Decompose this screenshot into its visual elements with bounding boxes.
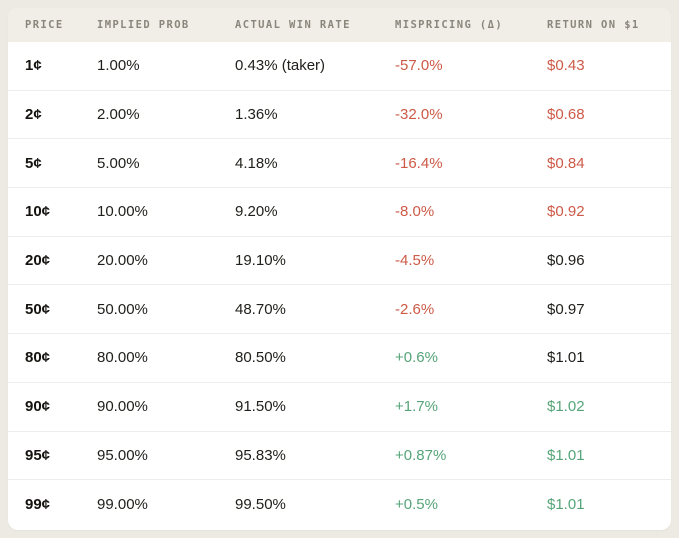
cell-implied-prob: 50.00% — [97, 300, 148, 318]
cell-actual-win-rate: 1.36% — [235, 106, 278, 124]
cell-mispricing: -8.0% — [395, 203, 435, 221]
cell-mispricing: +1.7% — [395, 398, 438, 416]
cell-actual-win-rate: 4.18% — [235, 154, 278, 172]
cell-mispricing: -32.0% — [395, 106, 443, 124]
column-header-mispricing: MISPRICING (Δ) — [395, 19, 504, 31]
cell-implied-prob: 2.00% — [97, 106, 140, 124]
cell-price: 20¢ — [25, 252, 51, 270]
table-row: 80¢ 80.00% 80.50% +0.6% $1.01 — [8, 334, 671, 383]
cell-price: 2¢ — [25, 106, 42, 124]
cell-price: 90¢ — [25, 398, 51, 416]
cell-actual-win-rate: 19.10% — [235, 252, 286, 270]
cell-mispricing: +0.6% — [395, 349, 438, 367]
cell-mispricing: +0.87% — [395, 446, 447, 464]
cell-implied-prob: 20.00% — [97, 252, 148, 270]
table-row: 2¢ 2.00% 1.36% -32.0% $0.68 — [8, 91, 671, 140]
cell-implied-prob: 95.00% — [97, 446, 148, 464]
cell-implied-prob: 99.00% — [97, 496, 148, 514]
cell-actual-win-rate: 99.50% — [235, 496, 286, 514]
table-row: 90¢ 90.00% 91.50% +1.7% $1.02 — [8, 383, 671, 432]
column-header-return-on-dollar: RETURN ON $1 — [547, 19, 640, 31]
cell-price: 99¢ — [25, 496, 51, 514]
cell-return: $1.01 — [547, 446, 585, 464]
cell-actual-win-rate: 48.70% — [235, 300, 286, 318]
cell-return: $1.01 — [547, 349, 585, 367]
table-row: 1¢ 1.00% 0.43% (taker) -57.0% $0.43 — [8, 42, 671, 91]
cell-return: $0.43 — [547, 57, 585, 75]
cell-return: $0.96 — [547, 252, 585, 270]
cell-price: 1¢ — [25, 57, 42, 75]
cell-mispricing: -2.6% — [395, 300, 435, 318]
cell-return: $0.92 — [547, 203, 585, 221]
table-row: 50¢ 50.00% 48.70% -2.6% $0.97 — [8, 285, 671, 335]
table-header-row: PRICE IMPLIED PROB ACTUAL WIN RATE MISPR… — [8, 8, 671, 42]
table-row: 10¢ 10.00% 9.20% -8.0% $0.92 — [8, 188, 671, 237]
cell-implied-prob: 1.00% — [97, 57, 140, 75]
column-header-price: PRICE — [25, 19, 64, 31]
cell-mispricing: +0.5% — [395, 496, 438, 514]
cell-mispricing: -16.4% — [395, 154, 443, 172]
table-row: 20¢ 20.00% 19.10% -4.5% $0.96 — [8, 237, 671, 286]
cell-return: $0.68 — [547, 106, 585, 124]
pricing-table-card: PRICE IMPLIED PROB ACTUAL WIN RATE MISPR… — [8, 8, 671, 530]
cell-return: $1.02 — [547, 398, 585, 416]
cell-actual-win-rate: 80.50% — [235, 349, 286, 367]
cell-actual-win-rate: 0.43% (taker) — [235, 57, 326, 75]
cell-return: $1.01 — [547, 496, 585, 514]
table-row: 99¢ 99.00% 99.50% +0.5% $1.01 — [8, 480, 671, 529]
table-row: 95¢ 95.00% 95.83% +0.87% $1.01 — [8, 432, 671, 481]
cell-implied-prob: 5.00% — [97, 154, 140, 172]
cell-implied-prob: 90.00% — [97, 398, 148, 416]
cell-implied-prob: 80.00% — [97, 349, 148, 367]
cell-price: 10¢ — [25, 203, 51, 221]
cell-return: $0.97 — [547, 300, 585, 318]
table-body: 1¢ 1.00% 0.43% (taker) -57.0% $0.43 2¢ 2… — [8, 42, 671, 529]
cell-price: 95¢ — [25, 446, 51, 464]
cell-mispricing: -57.0% — [395, 57, 443, 75]
cell-actual-win-rate: 95.83% — [235, 446, 286, 464]
cell-mispricing: -4.5% — [395, 252, 435, 270]
cell-actual-win-rate: 9.20% — [235, 203, 278, 221]
cell-return: $0.84 — [547, 154, 585, 172]
cell-implied-prob: 10.00% — [97, 203, 148, 221]
column-header-actual-win-rate: ACTUAL WIN RATE — [235, 19, 351, 31]
cell-actual-win-rate: 91.50% — [235, 398, 286, 416]
cell-price: 80¢ — [25, 349, 51, 367]
column-header-implied-prob: IMPLIED PROB — [97, 19, 190, 31]
table-row: 5¢ 5.00% 4.18% -16.4% $0.84 — [8, 139, 671, 189]
cell-price: 5¢ — [25, 154, 42, 172]
cell-price: 50¢ — [25, 300, 51, 318]
